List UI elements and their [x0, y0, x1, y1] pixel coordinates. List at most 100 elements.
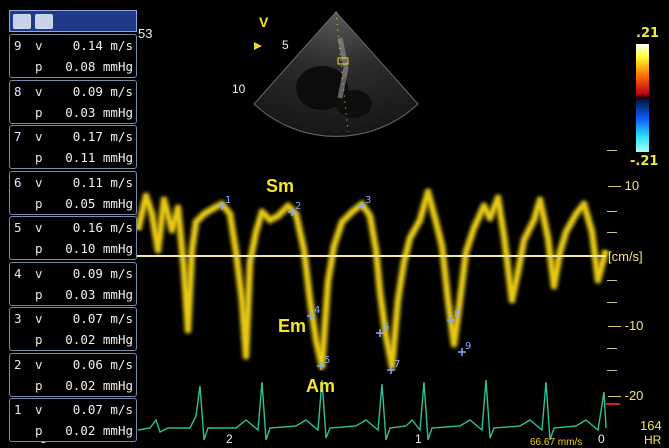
measurement-item[interactable]: 3 v 0.07 m/s p 0.02 mmHg [9, 307, 137, 351]
pressure-value: 0.05 mmHg [65, 195, 133, 211]
top-fragment: 53 [138, 26, 153, 41]
velocity-label: v [35, 402, 43, 417]
scale-unit: [cm/s] [608, 249, 643, 264]
scale-tick [607, 232, 617, 233]
velocity-label: v [35, 83, 43, 99]
pressure-value: 0.10 mmHg [65, 241, 133, 256]
cursor-marker-label: 1 [225, 195, 231, 206]
scale-tick [607, 280, 617, 281]
measurement-index: 8 [14, 83, 22, 99]
pressure-label: p [35, 377, 43, 393]
cursor-icon[interactable] [35, 14, 53, 29]
cursor-marker[interactable]: 6 [376, 322, 389, 337]
velocity-value: 0.06 m/s [72, 356, 133, 372]
scale-minus-20: — -20 [608, 388, 644, 403]
velocity-label: v [35, 174, 43, 190]
em-wave-label: Em [278, 316, 307, 336]
velocity-label: v [35, 265, 43, 281]
sector-orientation-marker: V [259, 14, 269, 30]
scale-tick [607, 211, 617, 212]
pressure-value: 0.08 mmHg [65, 59, 133, 74]
cursor-marker[interactable]: 5 [317, 355, 330, 370]
measurement-item[interactable]: 1 v 0.07 m/s p 0.02 mmHg [9, 398, 137, 442]
pressure-value: 0.02 mmHg [65, 332, 133, 347]
measurement-index: 1 [14, 402, 22, 417]
doppler-velocity-line [136, 190, 608, 368]
cursor-marker[interactable]: 4 [307, 305, 320, 320]
sector-depth-10: 10 [232, 82, 246, 96]
pressure-label: p [35, 423, 43, 438]
velocity-value: 0.07 m/s [72, 311, 133, 326]
ecg-trace [137, 379, 607, 441]
measurement-index: 7 [14, 129, 22, 144]
pressure-label: p [35, 59, 43, 74]
measurement-item[interactable]: 7 v 0.17 m/s p 0.11 mmHg [9, 125, 137, 169]
measurement-item[interactable]: 5 v 0.16 m/s p 0.10 mmHg [9, 216, 137, 260]
velocity-label: v [35, 38, 43, 53]
velocity-value: 0.14 m/s [72, 38, 133, 53]
scale-tick [607, 302, 617, 303]
cursor-marker-label: 9 [465, 341, 471, 352]
measurement-index: 4 [14, 265, 22, 281]
measurement-index: 6 [14, 174, 22, 190]
scale-tick [607, 150, 617, 151]
velocity-value: 0.16 m/s [72, 220, 133, 235]
measurement-item[interactable]: 9 v 0.14 m/s p 0.08 mmHg [9, 34, 137, 78]
echo-sector-image [253, 11, 419, 137]
cursor-marker[interactable]: 8 [447, 309, 460, 324]
cursor-marker-label: 8 [454, 309, 460, 320]
velocity-value: 0.07 m/s [72, 402, 133, 417]
measurement-index: 3 [14, 311, 22, 326]
velocity-color-bar [636, 44, 649, 152]
axis-label-1: 1 [415, 432, 422, 446]
heart-rate-label: HR [644, 433, 662, 447]
cursor-marker-label: 5 [324, 355, 330, 366]
velocity-label: v [35, 220, 43, 235]
velocity-value: 0.17 m/s [72, 129, 133, 144]
scale-plus-10: — 10 [608, 178, 640, 193]
cursor-marker-label: 3 [365, 195, 371, 206]
pressure-value: 0.03 mmHg [65, 104, 133, 120]
axis-label-2: 2 [226, 432, 233, 446]
cursor-marker[interactable]: 7 [387, 359, 400, 374]
scale-minus-10: — -10 [608, 318, 644, 333]
gear-icon[interactable] [13, 14, 31, 29]
cursor-marker-label: 6 [383, 322, 389, 333]
measurement-item[interactable]: 6 v 0.11 m/s p 0.05 mmHg [9, 170, 137, 215]
sm-wave-label: Sm [266, 176, 295, 196]
pressure-value: 0.02 mmHg [65, 423, 133, 438]
measurement-index: 9 [14, 38, 22, 53]
velocity-value: 0.11 m/s [72, 174, 133, 190]
velocity-label: v [35, 311, 43, 326]
cursor-marker-label: 4 [314, 305, 320, 316]
panel-header [9, 10, 137, 32]
velocity-label: v [35, 356, 43, 372]
heart-rate-value: 164 [640, 418, 662, 433]
colorbar-bottom-label: -.21 [630, 154, 659, 169]
axis-label-0: 0 [598, 432, 605, 446]
velocity-value: 0.09 m/s [72, 265, 133, 281]
colorbar-top-label: .21 [636, 26, 660, 41]
cursor-marker[interactable]: 1 [218, 195, 231, 210]
sector-depth-5: 5 [282, 38, 289, 52]
measurement-item[interactable]: 8 v 0.09 m/s p 0.03 mmHg [9, 79, 137, 124]
velocity-value: 0.09 m/s [72, 83, 133, 99]
cursor-marker[interactable]: 2 [288, 201, 301, 216]
scale-tick [607, 370, 617, 371]
pressure-label: p [35, 241, 43, 256]
measurement-item[interactable]: 2 v 0.06 m/s p 0.02 mmHg [9, 352, 137, 397]
pressure-label: p [35, 332, 43, 347]
pressure-value: 0.03 mmHg [65, 286, 133, 302]
measurement-item[interactable]: 4 v 0.09 m/s p 0.03 mmHg [9, 261, 137, 306]
cursor-marker[interactable]: 9 [458, 341, 471, 356]
measurement-index: 2 [14, 356, 22, 372]
pressure-label: p [35, 104, 43, 120]
measurement-panel: 9 v 0.14 m/s p 0.08 mmHg 8 v 0.09 m/s p 0.03 mmHg… [9, 10, 137, 446]
cursor-marker-label: 2 [295, 201, 301, 212]
pressure-label: p [35, 286, 43, 302]
cursor-marker-label: 7 [394, 359, 400, 370]
velocity-label: v [35, 129, 43, 144]
scale-tick [607, 348, 617, 349]
cursor-marker[interactable]: 3 [358, 195, 371, 210]
